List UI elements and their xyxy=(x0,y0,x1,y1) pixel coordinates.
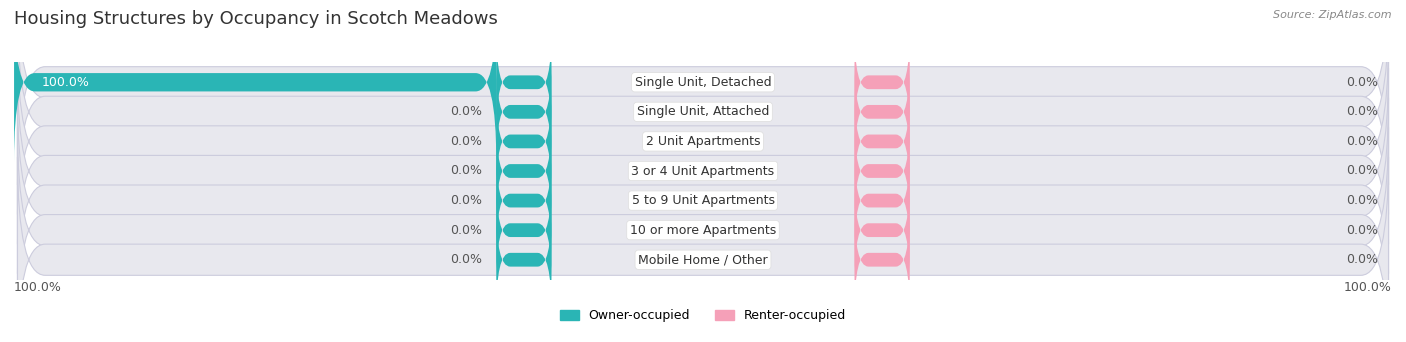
Text: 100.0%: 100.0% xyxy=(42,76,90,89)
FancyBboxPatch shape xyxy=(14,3,496,162)
Text: 0.0%: 0.0% xyxy=(450,135,482,148)
Text: 0.0%: 0.0% xyxy=(450,194,482,207)
Text: 100.0%: 100.0% xyxy=(14,281,62,294)
Text: 0.0%: 0.0% xyxy=(450,224,482,237)
FancyBboxPatch shape xyxy=(855,208,910,312)
FancyBboxPatch shape xyxy=(496,30,551,134)
FancyBboxPatch shape xyxy=(496,208,551,312)
FancyBboxPatch shape xyxy=(17,9,1389,214)
Text: Single Unit, Detached: Single Unit, Detached xyxy=(634,76,772,89)
Text: 0.0%: 0.0% xyxy=(1346,253,1378,266)
FancyBboxPatch shape xyxy=(17,157,1389,342)
FancyBboxPatch shape xyxy=(17,128,1389,333)
Text: 0.0%: 0.0% xyxy=(1346,224,1378,237)
Text: 0.0%: 0.0% xyxy=(1346,165,1378,177)
FancyBboxPatch shape xyxy=(855,148,910,253)
FancyBboxPatch shape xyxy=(855,89,910,194)
FancyBboxPatch shape xyxy=(855,178,910,282)
Text: 0.0%: 0.0% xyxy=(450,105,482,118)
FancyBboxPatch shape xyxy=(17,39,1389,244)
Text: 0.0%: 0.0% xyxy=(450,165,482,177)
FancyBboxPatch shape xyxy=(17,0,1389,185)
FancyBboxPatch shape xyxy=(17,68,1389,274)
Text: 10 or more Apartments: 10 or more Apartments xyxy=(630,224,776,237)
FancyBboxPatch shape xyxy=(496,60,551,164)
FancyBboxPatch shape xyxy=(496,89,551,194)
Text: 0.0%: 0.0% xyxy=(1346,135,1378,148)
Text: 0.0%: 0.0% xyxy=(1346,76,1378,89)
Text: 0.0%: 0.0% xyxy=(1346,194,1378,207)
Text: 2 Unit Apartments: 2 Unit Apartments xyxy=(645,135,761,148)
Text: 0.0%: 0.0% xyxy=(1346,105,1378,118)
Text: 100.0%: 100.0% xyxy=(1344,281,1392,294)
FancyBboxPatch shape xyxy=(855,119,910,223)
Legend: Owner-occupied, Renter-occupied: Owner-occupied, Renter-occupied xyxy=(560,310,846,323)
FancyBboxPatch shape xyxy=(855,60,910,164)
Text: 5 to 9 Unit Apartments: 5 to 9 Unit Apartments xyxy=(631,194,775,207)
Text: Single Unit, Attached: Single Unit, Attached xyxy=(637,105,769,118)
Text: Source: ZipAtlas.com: Source: ZipAtlas.com xyxy=(1274,10,1392,20)
FancyBboxPatch shape xyxy=(855,30,910,134)
Text: 3 or 4 Unit Apartments: 3 or 4 Unit Apartments xyxy=(631,165,775,177)
FancyBboxPatch shape xyxy=(496,148,551,253)
FancyBboxPatch shape xyxy=(496,178,551,282)
Text: Housing Structures by Occupancy in Scotch Meadows: Housing Structures by Occupancy in Scotc… xyxy=(14,10,498,28)
Text: 0.0%: 0.0% xyxy=(450,253,482,266)
FancyBboxPatch shape xyxy=(496,119,551,223)
Text: Mobile Home / Other: Mobile Home / Other xyxy=(638,253,768,266)
FancyBboxPatch shape xyxy=(17,98,1389,303)
